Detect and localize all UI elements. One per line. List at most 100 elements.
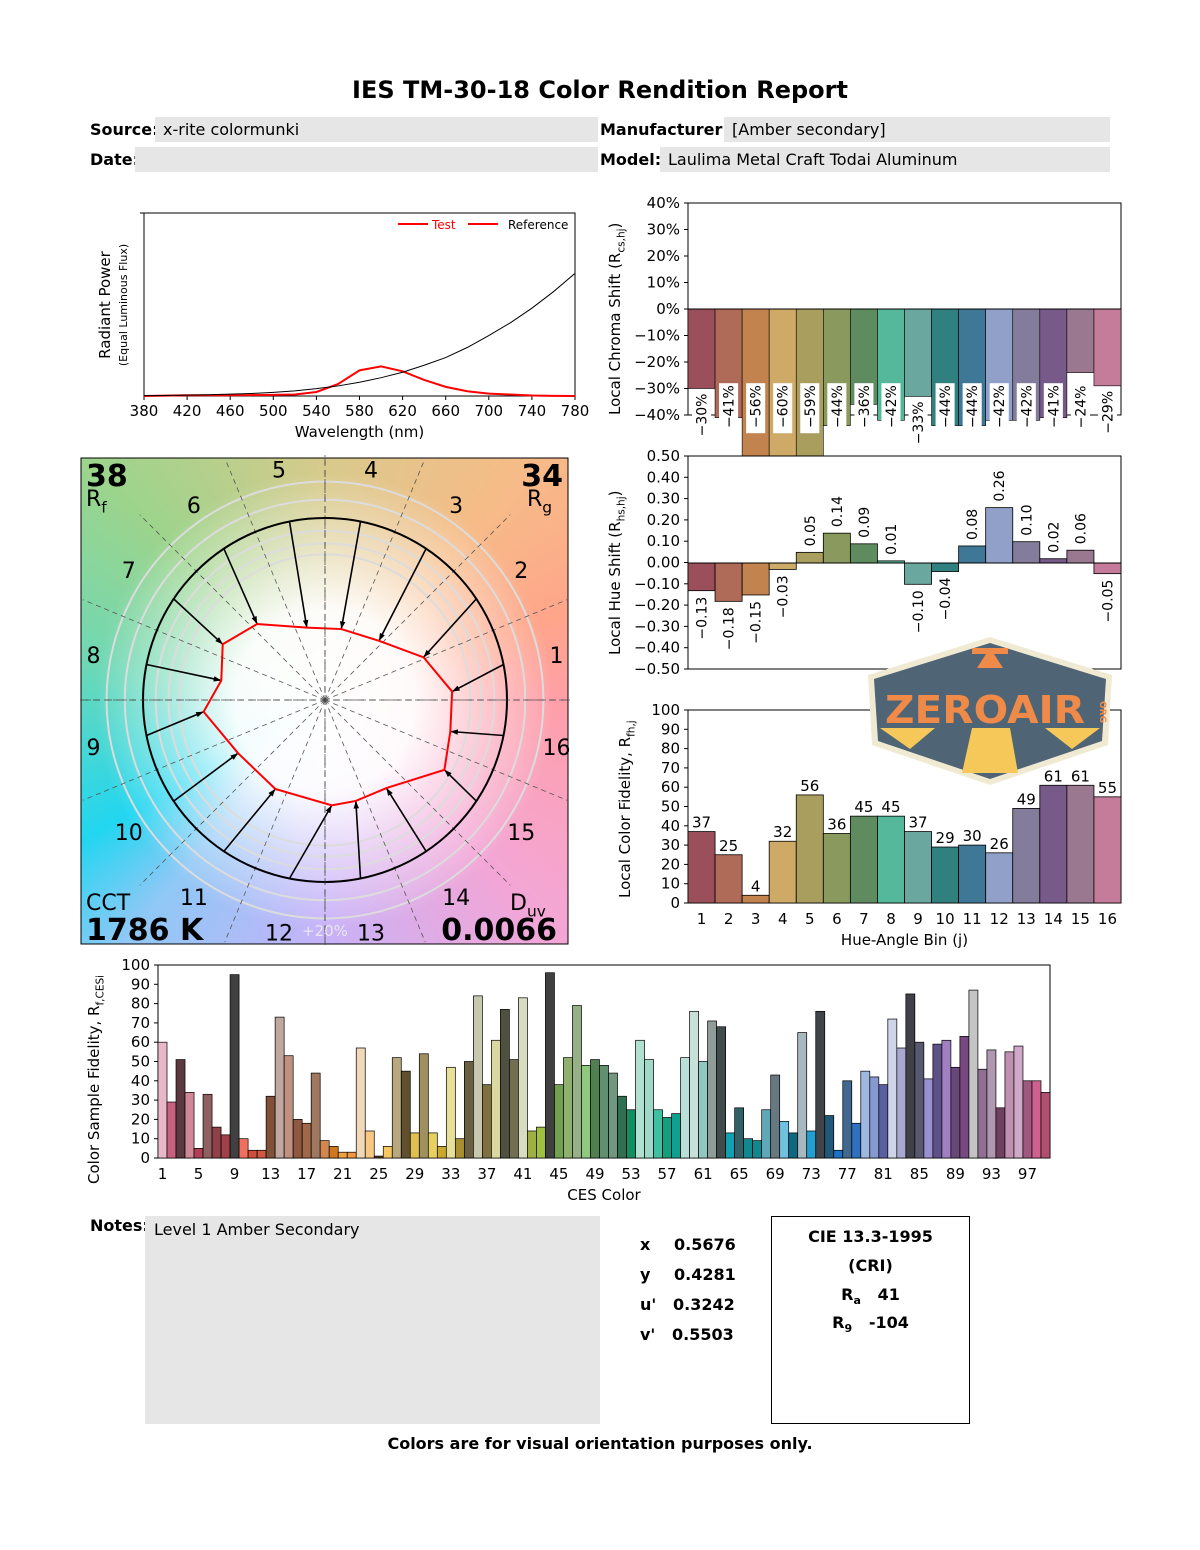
ces-bar	[968, 989, 979, 1159]
bin-number-label: 5	[272, 459, 286, 484]
fidelity-value-label: 4	[751, 877, 761, 895]
fidelity-bar	[1039, 784, 1068, 904]
chromaticity-table: x 0.5676 y 0.4281 u' 0.3242 v' 0.5503	[640, 1235, 736, 1355]
x-tick-label: 580	[345, 402, 374, 420]
bin-number-label: 12	[265, 921, 293, 946]
y-tick-label: 50	[131, 1053, 150, 1071]
ces-bar	[328, 1146, 339, 1159]
fidelity-bar	[1093, 796, 1122, 904]
ces-bar	[797, 1032, 808, 1159]
ces-bar	[454, 1138, 465, 1159]
y-tick-label: −20%	[634, 353, 680, 371]
x-tick-label: 65	[730, 1165, 749, 1183]
ces-bar	[644, 1059, 654, 1159]
chromaticity-row-u: u' 0.3242	[640, 1295, 735, 1314]
x-tick-label: 420	[173, 402, 202, 420]
ces-bar	[418, 1053, 429, 1159]
x-tick-label: 45	[549, 1165, 568, 1183]
x-tick-label: 9	[913, 910, 923, 928]
chroma-y-axis-label: Local Chroma Shift (Rcs,hj)	[606, 223, 628, 415]
chroma-label-bg	[881, 383, 901, 434]
ces-bar	[833, 1149, 844, 1159]
x-tick-label: 57	[658, 1165, 677, 1183]
hue-bar	[1093, 562, 1122, 575]
fidelity-value-label: 49	[1017, 790, 1036, 808]
chromaticity-row-x: x 0.5676	[640, 1235, 736, 1254]
arrowhead-icon	[444, 769, 452, 778]
x-tick-label: 2	[724, 910, 734, 928]
arrowhead-icon	[450, 729, 459, 735]
reference-spectrum-line	[143, 273, 576, 397]
y-tick-label: 10%	[647, 274, 680, 292]
hue-value-label: 0.09	[857, 507, 873, 538]
arrowhead-icon	[195, 711, 204, 718]
ces-bar	[896, 1047, 907, 1159]
cri-subtitle: (CRI)	[848, 1256, 893, 1275]
shift-arrow	[385, 787, 427, 852]
cri-r9: R9 -104	[832, 1313, 909, 1336]
x-tick-label: 14	[1044, 910, 1063, 928]
hue-bin-divider	[324, 457, 426, 701]
chroma-value-label: −33%	[911, 401, 927, 444]
chroma-label-bg	[692, 391, 712, 442]
hue-bin-divider	[224, 457, 326, 701]
y-tick-label: 50	[661, 798, 680, 816]
hue-bin-divider	[324, 514, 511, 701]
fidelity-bar	[741, 894, 770, 904]
y-tick-label: 80	[131, 995, 150, 1013]
manufacturer-value: [Amber secondary]	[724, 117, 1110, 142]
y-tick-label: 0.50	[647, 447, 680, 465]
ces-bar	[463, 1061, 474, 1159]
ces-bar	[761, 1109, 772, 1159]
fidelity-bar	[1066, 784, 1095, 904]
chroma-value-label: −44%	[938, 385, 954, 428]
hue-bin-divider	[139, 514, 326, 701]
x-tick-label: 1	[158, 1165, 168, 1183]
hue-bin-divider	[82, 699, 326, 801]
hue-value-label: −0.10	[911, 590, 927, 633]
ces-bar	[725, 1132, 735, 1159]
hue-value-label: 0.01	[884, 524, 900, 555]
fidelity-bar	[849, 815, 878, 904]
shift-arrow	[355, 800, 362, 879]
fidelity-bar	[768, 840, 797, 904]
shift-arrow	[223, 788, 276, 852]
fidelity-value-label: 36	[827, 816, 846, 834]
bin-number-label: 6	[187, 494, 201, 519]
manufacturer-label: Manufacturer:	[600, 120, 729, 139]
chroma-value-label: −41%	[722, 385, 738, 428]
y-tick-label: 0%	[656, 300, 680, 318]
chromaticity-row-v: v' 0.5503	[640, 1325, 734, 1344]
rf-label: Rf	[86, 487, 107, 517]
ces-bar	[626, 1109, 636, 1159]
hue-bin-divider	[324, 699, 511, 886]
fidelity-bar	[904, 831, 932, 904]
cct-label: CCT	[86, 891, 131, 916]
y-tick-label: 10	[131, 1130, 150, 1148]
ces-bar	[995, 1107, 1006, 1159]
y-tick-label: 20	[661, 855, 680, 873]
x-tick-label: 49	[585, 1165, 604, 1183]
ces-bar	[851, 1122, 862, 1159]
x-tick-label: 61	[694, 1165, 713, 1183]
x-tick-label: 16	[1098, 910, 1117, 928]
x-tick-label: 25	[369, 1165, 388, 1183]
ces-bar	[265, 1095, 276, 1159]
fidelity-value-label: 30	[963, 827, 982, 845]
arrowhead-icon	[302, 619, 309, 628]
ces-bar	[175, 1059, 186, 1159]
ces-bar	[436, 1146, 447, 1159]
logo-text: ZEROAIR	[885, 688, 1085, 732]
ces-bar	[923, 1078, 934, 1159]
chroma-label-bg	[935, 383, 955, 434]
x-tick-label: 97	[1018, 1165, 1037, 1183]
hue-bin-divider	[324, 599, 568, 701]
arrowhead-icon	[251, 616, 258, 624]
ces-bar	[509, 1059, 519, 1159]
fidelity-value-label: 29	[936, 829, 955, 847]
ces-bar	[788, 1132, 799, 1159]
hue-bar	[958, 545, 987, 564]
x-tick-label: 620	[388, 402, 417, 420]
x-tick-label: 660	[431, 402, 460, 420]
fidelity-value-label: 25	[719, 837, 738, 855]
